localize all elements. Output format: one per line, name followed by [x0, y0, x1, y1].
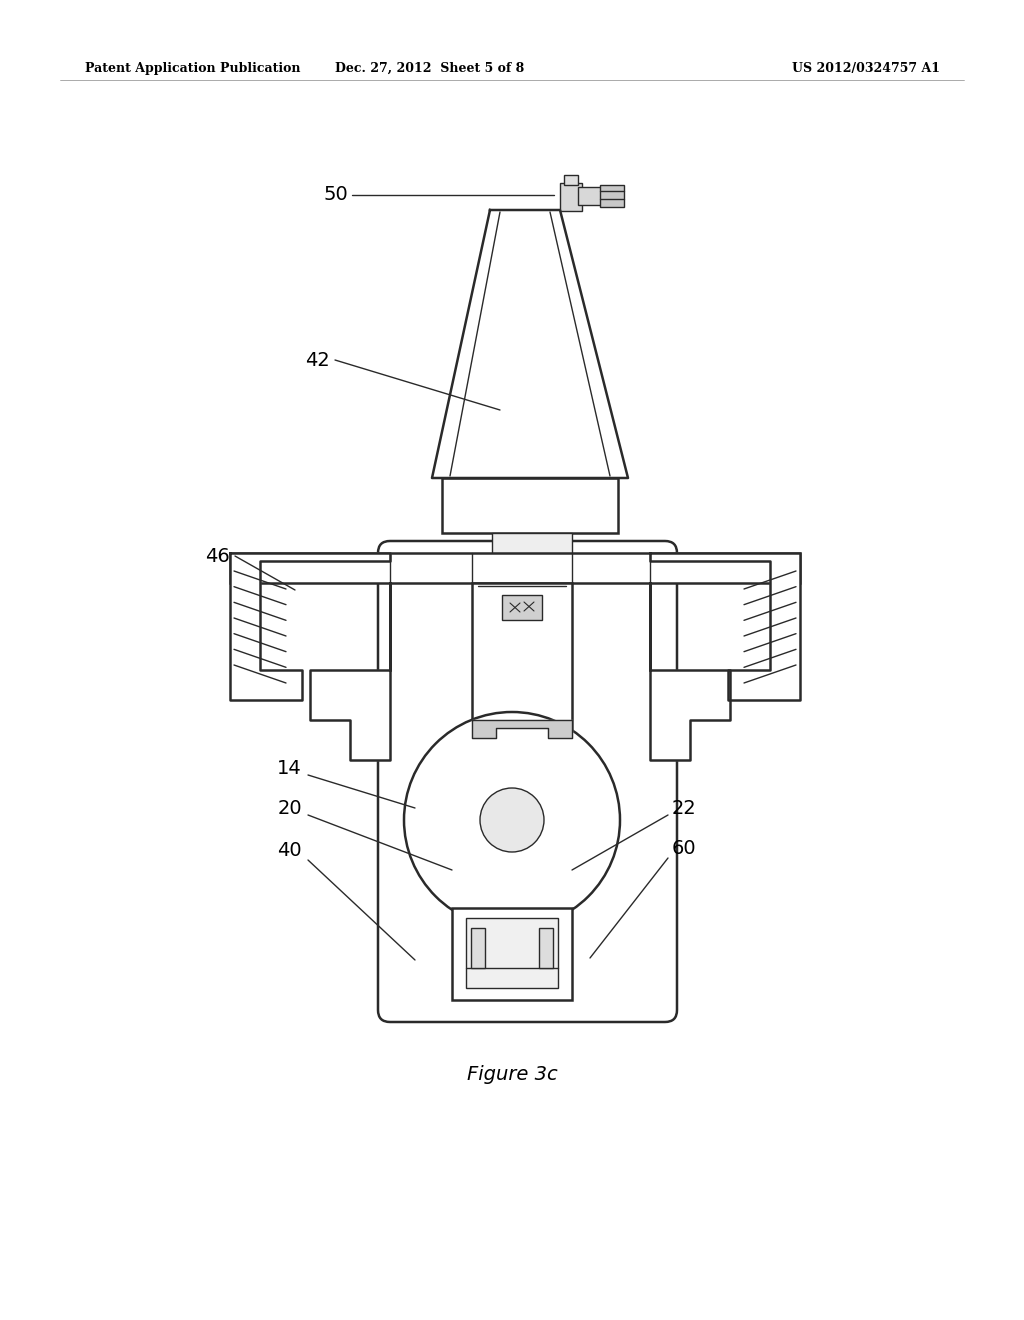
Polygon shape — [472, 719, 572, 738]
Bar — [578, 187, 610, 205]
Text: Dec. 27, 2012  Sheet 5 of 8: Dec. 27, 2012 Sheet 5 of 8 — [336, 62, 524, 75]
Polygon shape — [650, 583, 730, 760]
Text: 60: 60 — [672, 838, 696, 858]
Text: 22: 22 — [672, 799, 696, 817]
Bar — [442, 478, 618, 533]
Text: 20: 20 — [278, 799, 302, 817]
Text: 40: 40 — [278, 841, 302, 859]
Polygon shape — [310, 583, 390, 760]
Bar — [472, 583, 572, 730]
Bar — [466, 917, 558, 987]
Text: Patent Application Publication: Patent Application Publication — [85, 62, 300, 75]
Text: 50: 50 — [324, 186, 348, 205]
Bar — [600, 185, 624, 207]
Bar — [564, 176, 578, 185]
Text: 14: 14 — [278, 759, 302, 777]
Bar — [539, 928, 553, 968]
Circle shape — [480, 788, 544, 851]
Polygon shape — [650, 553, 800, 700]
Polygon shape — [230, 553, 390, 700]
Circle shape — [404, 711, 620, 928]
Bar — [230, 553, 800, 583]
Polygon shape — [432, 210, 628, 478]
Bar — [492, 533, 572, 558]
Text: Figure 3c: Figure 3c — [467, 1065, 557, 1084]
Bar — [560, 183, 582, 211]
FancyBboxPatch shape — [378, 541, 677, 1022]
Bar — [471, 928, 485, 968]
Text: 46: 46 — [205, 546, 230, 565]
Bar — [452, 908, 572, 1001]
Bar — [502, 595, 542, 620]
Text: US 2012/0324757 A1: US 2012/0324757 A1 — [792, 62, 940, 75]
Text: 42: 42 — [305, 351, 330, 370]
